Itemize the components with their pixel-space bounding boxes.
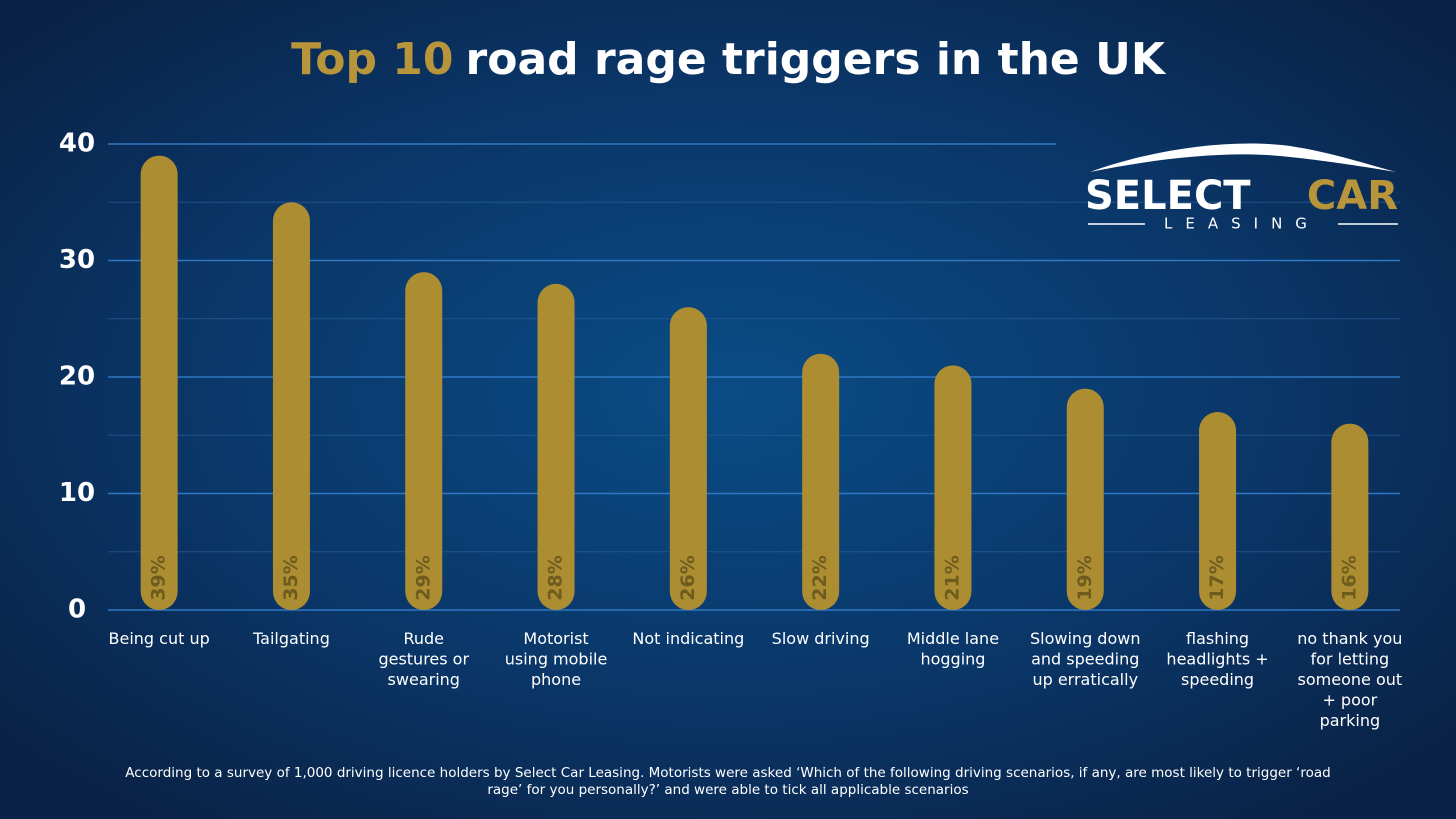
value-label: 35% xyxy=(280,555,302,600)
chart-title: Top 10 road rage triggers in the UK xyxy=(291,34,1167,85)
x-tick-label: Not indicating xyxy=(632,629,744,648)
value-label: 19% xyxy=(1074,555,1096,600)
x-tick-label: Tailgating xyxy=(252,629,330,648)
value-label: 28% xyxy=(545,555,567,600)
bar xyxy=(272,202,310,610)
value-label: 22% xyxy=(809,555,831,600)
x-tick-label: no thank you for letting someone out + poor… xyxy=(1297,629,1402,730)
x-tick-label: flashing headlights + speeding xyxy=(1166,629,1268,689)
y-tick-label: 30 xyxy=(59,245,95,275)
value-label: 17% xyxy=(1206,555,1228,600)
value-label: 21% xyxy=(941,555,963,600)
x-tick-label: Motorist using mobile phone xyxy=(505,629,608,689)
bar xyxy=(934,365,972,610)
logo: SELECT CAR LEASING xyxy=(1085,143,1398,233)
bar xyxy=(1066,388,1104,610)
y-tick-label: 0 xyxy=(68,595,86,625)
x-tick-label: Middle lane hogging xyxy=(907,629,999,669)
logo-swoosh xyxy=(1090,143,1396,172)
y-tick-label: 40 xyxy=(59,129,95,159)
value-label: 39% xyxy=(148,555,170,600)
value-label: 29% xyxy=(412,555,434,600)
bar xyxy=(405,272,443,610)
logo-word: CAR xyxy=(1307,173,1398,219)
x-tick-label: Slow driving xyxy=(772,629,870,648)
bar xyxy=(537,283,575,610)
y-tick-label: 10 xyxy=(59,478,95,508)
bar xyxy=(669,307,707,610)
logo-word: SELECT xyxy=(1085,173,1251,219)
logo-subtitle: LEASING xyxy=(1164,215,1320,233)
bar xyxy=(1199,411,1237,610)
x-tick-label: Rude gestures or swearing xyxy=(378,629,469,689)
bar xyxy=(802,353,840,610)
title-highlight: Top 10 xyxy=(291,34,453,85)
title-rest: road rage triggers in the UK xyxy=(466,34,1167,85)
x-tick-label: Slowing down and speeding up erratically xyxy=(1030,629,1140,689)
bar xyxy=(140,155,178,610)
bar xyxy=(1331,423,1369,610)
value-label: 16% xyxy=(1338,555,1360,600)
footnote: According to a survey of 1,000 driving l… xyxy=(125,765,1330,798)
value-label: 26% xyxy=(677,555,699,600)
y-tick-label: 20 xyxy=(59,362,95,392)
x-tick-label: Being cut up xyxy=(109,629,210,648)
